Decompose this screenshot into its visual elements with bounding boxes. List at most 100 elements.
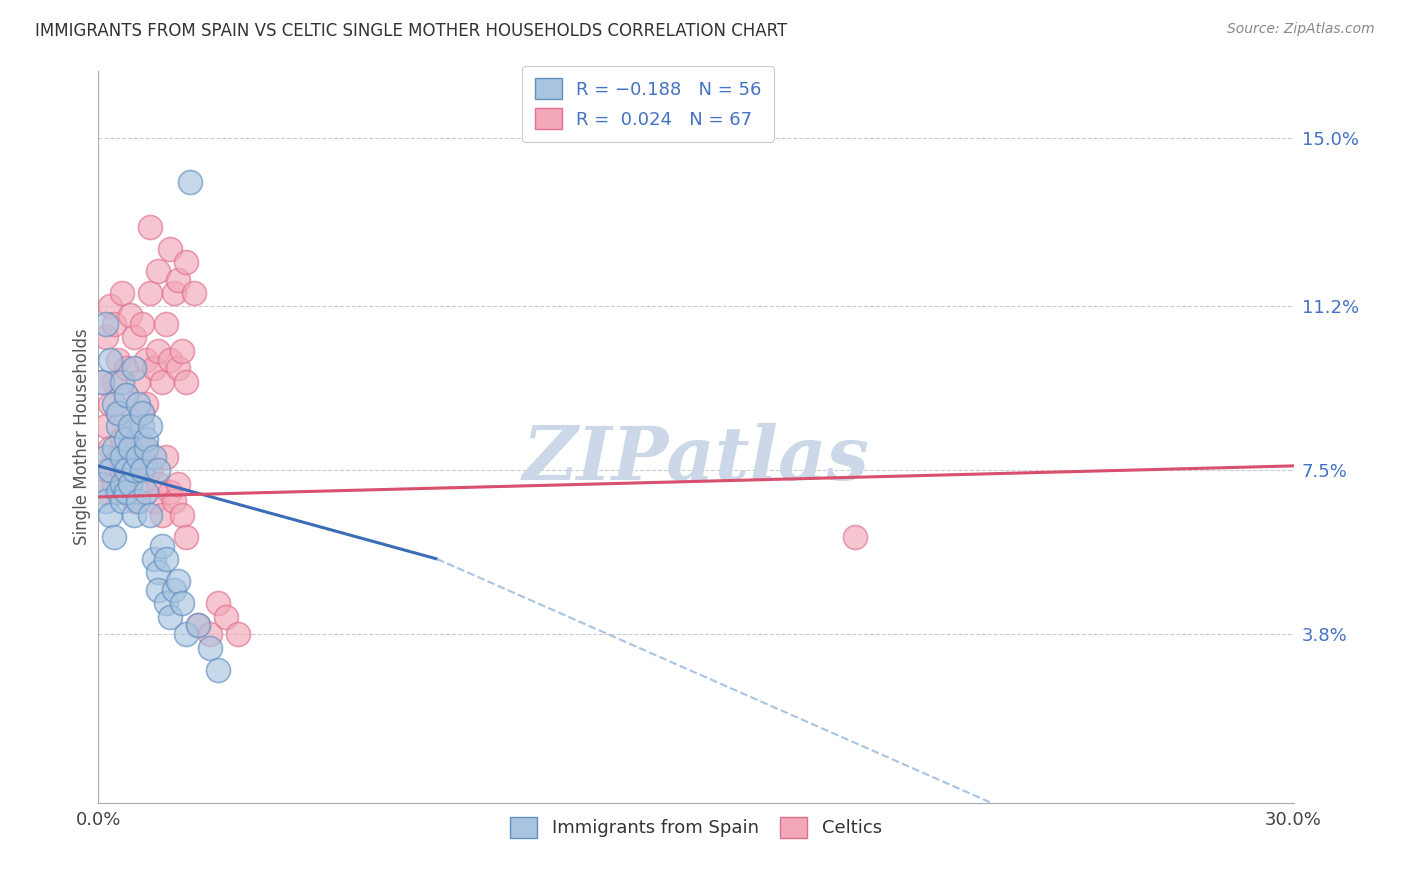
Point (120, 419, 142, 434)
Point (98, 352, 122, 367)
Point (131, 406, 153, 420)
Point (174, 530, 197, 544)
Point (127, 397, 149, 411)
Point (98, 397, 122, 411)
Point (163, 582, 186, 597)
Point (131, 476, 153, 491)
Point (139, 285, 162, 300)
Point (150, 375, 173, 389)
Point (127, 450, 149, 464)
Point (139, 463, 162, 477)
Point (124, 494, 146, 508)
Point (167, 476, 190, 491)
Point (107, 485, 129, 500)
Point (127, 375, 149, 389)
Point (124, 361, 146, 376)
Point (131, 317, 153, 331)
Point (98, 441, 122, 455)
Point (207, 663, 229, 677)
Point (172, 596, 194, 610)
Point (174, 627, 197, 641)
Point (115, 485, 138, 500)
Point (207, 596, 229, 610)
Point (198, 627, 221, 641)
Point (96, 317, 118, 331)
Point (135, 441, 157, 455)
Point (111, 375, 134, 389)
Point (103, 375, 125, 389)
Point (120, 441, 142, 455)
Point (135, 441, 157, 455)
Point (111, 476, 134, 491)
Point (96, 463, 118, 477)
Point (167, 574, 190, 589)
Point (91, 485, 114, 500)
Point (148, 566, 170, 580)
Point (124, 463, 146, 477)
Point (91, 476, 114, 491)
Point (107, 406, 129, 420)
Point (135, 352, 157, 367)
Point (139, 419, 162, 434)
Point (159, 609, 181, 624)
Point (107, 419, 129, 434)
Point (107, 406, 129, 420)
Point (103, 530, 125, 544)
Point (167, 273, 190, 287)
Point (111, 432, 134, 446)
Point (111, 450, 134, 464)
Point (120, 419, 142, 434)
Point (172, 343, 194, 358)
Point (131, 419, 153, 434)
Point (120, 308, 142, 322)
Point (115, 463, 138, 477)
Point (159, 352, 181, 367)
Y-axis label: Single Mother Households: Single Mother Households (73, 329, 91, 545)
Point (179, 175, 201, 189)
Point (139, 219, 162, 234)
Point (98, 463, 122, 477)
Point (148, 476, 170, 491)
Point (131, 463, 153, 477)
Point (96, 419, 118, 434)
Point (115, 485, 138, 500)
Point (163, 494, 186, 508)
Point (96, 450, 118, 464)
Point (163, 285, 186, 300)
Point (174, 375, 197, 389)
Point (155, 552, 177, 566)
Point (155, 450, 177, 464)
Point (139, 508, 162, 522)
Point (127, 450, 149, 464)
Point (167, 361, 190, 376)
Point (98, 508, 122, 522)
Point (150, 508, 173, 522)
Point (187, 618, 209, 632)
Point (103, 317, 125, 331)
Point (143, 494, 166, 508)
Point (148, 343, 170, 358)
Point (148, 463, 170, 477)
Point (107, 450, 129, 464)
Point (103, 441, 125, 455)
Point (120, 476, 142, 491)
Point (183, 285, 205, 300)
Point (143, 450, 166, 464)
Point (111, 494, 134, 508)
Point (115, 361, 138, 376)
Point (111, 285, 134, 300)
Point (91, 375, 114, 389)
Point (124, 508, 146, 522)
Point (148, 582, 170, 597)
Text: IMMIGRANTS FROM SPAIN VS CELTIC SINGLE MOTHER HOUSEHOLDS CORRELATION CHART: IMMIGRANTS FROM SPAIN VS CELTIC SINGLE M… (35, 22, 787, 40)
Point (226, 627, 249, 641)
Point (103, 476, 125, 491)
Point (135, 432, 157, 446)
Point (107, 352, 129, 367)
Point (187, 618, 209, 632)
Point (124, 330, 146, 344)
Point (124, 463, 146, 477)
Point (155, 317, 177, 331)
Point (96, 494, 118, 508)
Point (135, 397, 157, 411)
